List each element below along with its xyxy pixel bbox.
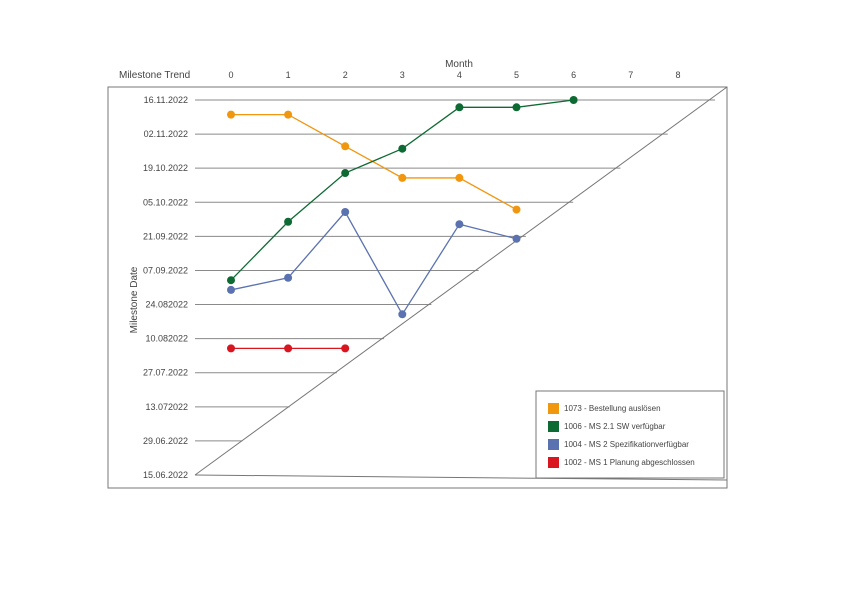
data-point (284, 273, 293, 282)
x-tick-label: 7 (628, 70, 633, 80)
data-point (341, 142, 350, 151)
series-line (230, 210, 517, 316)
y-tick-label: 16.11.2022 (144, 95, 188, 105)
data-point (341, 208, 350, 217)
series-1 (227, 96, 578, 285)
data-point (341, 344, 350, 353)
x-tick-label: 4 (457, 70, 462, 80)
data-point (227, 276, 235, 285)
series-0 (227, 110, 521, 214)
data-point (398, 310, 407, 319)
baseline (194, 474, 728, 481)
y-tick-label: 21.09.2022 (143, 231, 188, 241)
plot-frame (107, 86, 728, 489)
x-tick-label: 0 (228, 70, 233, 80)
data-point (455, 220, 464, 229)
y-tick-label: 19.10.2022 (143, 163, 188, 173)
data-point (398, 173, 407, 182)
y-tick-label: 02.11.2022 (144, 129, 188, 139)
legend-swatch (548, 439, 559, 450)
diagonal-line (194, 86, 728, 476)
legend: 1073 - Bestellung auslösen 1006 - MS 2.1 … (535, 390, 725, 479)
series-3 (227, 344, 350, 353)
legend-label: 1004 - MS 2 Spezifikationverfügbar (564, 440, 689, 449)
legend-label: 1006 - MS 2.1 SW verfügbar (564, 422, 666, 431)
series-line (230, 99, 574, 281)
series-line (231, 113, 517, 211)
data-point (284, 217, 293, 226)
y-tick-label: 13.072022 (145, 402, 188, 412)
y-tick-label: 07.09.2022 (143, 265, 188, 275)
grid-layer (195, 99, 715, 442)
data-point (455, 103, 464, 112)
data-point (512, 205, 521, 214)
data-point (227, 285, 235, 294)
x-tick-label: 5 (514, 70, 519, 80)
x-tick-label: 3 (400, 70, 405, 80)
legend-box (535, 390, 725, 479)
data-point (341, 169, 350, 178)
outer-frame (107, 86, 728, 489)
y-tick-label: 05.10.2022 (143, 197, 188, 207)
legend-swatch (548, 457, 559, 468)
data-point (569, 96, 578, 104)
data-point (284, 344, 293, 353)
legend-label: 1073 - Bestellung auslösen (564, 404, 661, 413)
legend-label: 1002 - MS 1 Planung abgeschlossen (564, 458, 695, 467)
legend-swatch (548, 403, 559, 414)
y-tick-label: 10.082022 (145, 334, 188, 344)
legend-swatch (548, 421, 559, 432)
x-tick-label: 8 (675, 70, 680, 80)
axis-layer: 16.11.2022 02.11.2022 19.10.2022 05.10.2022… (119, 59, 681, 480)
x-tick-label: 2 (343, 70, 348, 80)
y-tick-label: 15.06.2022 (143, 470, 188, 480)
data-point (455, 173, 464, 182)
y-tick-label: 27.07.2022 (143, 368, 188, 378)
x-axis-title: Month (445, 59, 473, 70)
data-point (227, 344, 235, 353)
y-axis-title: Milestone Date (129, 266, 140, 333)
data-point (227, 110, 235, 119)
x-tick-label: 6 (571, 70, 576, 80)
chart-title: Milestone Trend (119, 70, 190, 81)
y-tick-label: 24.082022 (145, 300, 188, 310)
data-point (398, 144, 407, 153)
series-layer (227, 96, 578, 353)
x-tick-label: 1 (286, 70, 291, 80)
data-point (512, 103, 521, 112)
series-2 (227, 208, 521, 319)
y-tick-label: 29.06.2022 (143, 436, 188, 446)
data-point (284, 110, 293, 119)
data-point (512, 234, 521, 243)
